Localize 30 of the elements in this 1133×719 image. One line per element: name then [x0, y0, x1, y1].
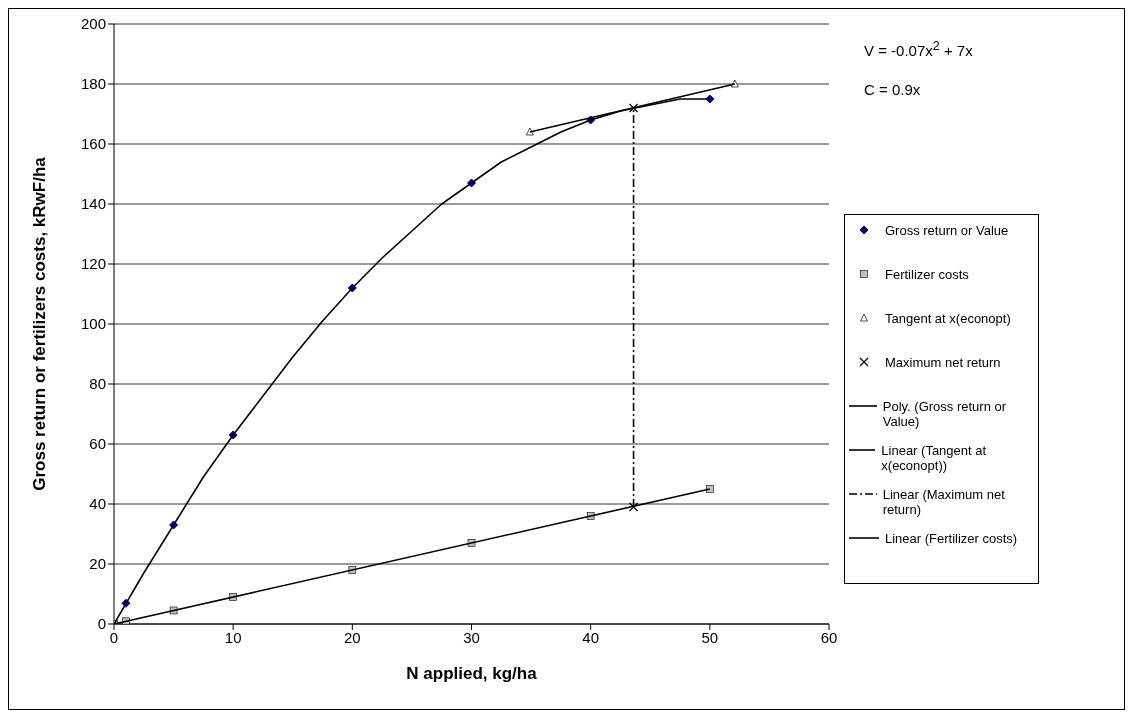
- y-tick-label: 160: [80, 135, 106, 153]
- y-tick-label: 40: [89, 495, 106, 513]
- x-tick-label: 60: [820, 628, 838, 646]
- text: V = -0.07x$^{2}$ + 7x: [864, 39, 973, 59]
- y-tick-label: 120: [80, 255, 106, 273]
- x-tick-label: 30: [463, 628, 480, 646]
- y-tick-label: 180: [80, 75, 106, 93]
- x-tick-label: 50: [701, 628, 719, 646]
- y-tick-label: 140: [80, 195, 106, 213]
- legend-label: Poly. (Gross return or Value): [882, 399, 1008, 429]
- x-tick-label: 20: [343, 628, 361, 646]
- y-tick-label: 80: [89, 375, 106, 393]
- y-tick-label: 20: [89, 555, 106, 573]
- legend-label: Gross return or Value: [885, 223, 1009, 238]
- x-tick-label: 0: [109, 628, 119, 646]
- y-tick-label: 200: [80, 15, 106, 33]
- text: C = 0.9x: [864, 81, 922, 98]
- legend-label: Maximum net return: [885, 355, 1001, 370]
- legend-label: Linear (Maximum net return): [882, 487, 1006, 517]
- y-tick-label: 0: [97, 615, 106, 633]
- legend-label: Linear (Fertilizer costs): [885, 531, 1018, 546]
- y-tick-label: 100: [80, 315, 106, 333]
- legend-label: Tangent at x(econopt): [885, 311, 1011, 326]
- y-tick-label: 60: [89, 435, 106, 453]
- x-tick-label: 10: [224, 628, 242, 646]
- x-tick-label: 40: [582, 628, 600, 646]
- legend-label: Fertilizer costs: [885, 267, 969, 282]
- x-axis-title: N applied, kg/ha: [406, 664, 538, 683]
- legend-label: Linear (Tangent at x(econopt)): [881, 443, 988, 473]
- y-axis-title: Gross return or fertilizers costs, kRwF/ha: [30, 156, 50, 491]
